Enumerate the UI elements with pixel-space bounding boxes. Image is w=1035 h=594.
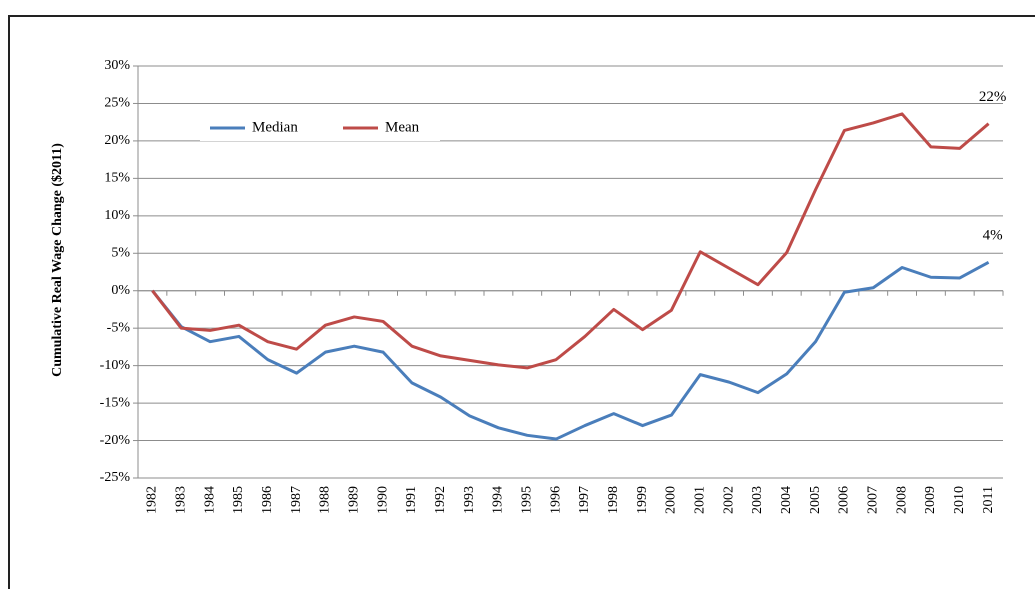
- x-tick-label: 1983: [173, 486, 188, 514]
- legend-label: Mean: [385, 119, 420, 135]
- y-tick-label: 15%: [104, 171, 130, 186]
- y-tick-label: -15%: [100, 395, 131, 410]
- legend-label: Median: [252, 119, 298, 135]
- x-tick-label: 1993: [462, 486, 477, 514]
- x-tick-label: 2004: [779, 486, 794, 514]
- x-tick-label: 1995: [519, 486, 534, 514]
- x-tick-label: 2006: [837, 486, 852, 514]
- y-tick-label: -25%: [100, 470, 131, 485]
- y-tick-label: 5%: [111, 245, 130, 260]
- x-tick-label: 1990: [375, 486, 390, 514]
- x-tick-label: 2000: [664, 486, 679, 514]
- legend: Median Mean: [200, 115, 440, 141]
- x-tick-label: 2005: [808, 486, 823, 514]
- y-tick-label: -20%: [100, 433, 131, 448]
- x-tick-label: 2002: [721, 486, 736, 514]
- x-tick-label: 1998: [606, 486, 621, 514]
- x-tick-label: 2003: [750, 486, 765, 514]
- y-tick-label: 25%: [104, 96, 130, 111]
- x-tick-label: 2010: [952, 486, 967, 514]
- x-tick-label: 1982: [145, 486, 160, 514]
- y-tick-label: -5%: [107, 320, 131, 335]
- x-tick-label: 1986: [260, 486, 275, 514]
- x-tick-label: 1984: [202, 486, 217, 514]
- x-tick-label: 2009: [923, 486, 938, 514]
- x-tick-label: 1992: [433, 486, 448, 514]
- x-tick-label: 1996: [548, 486, 563, 514]
- x-tick-label: 1991: [404, 486, 419, 514]
- x-tick-label: 2008: [894, 486, 909, 514]
- frame: [8, 15, 1035, 594]
- x-tick-label: 1997: [577, 486, 592, 514]
- line-series: [151, 260, 990, 441]
- x-tick-label: 1999: [635, 486, 650, 514]
- x-tick-label: 1989: [346, 486, 361, 514]
- y-tick-label: 20%: [104, 133, 130, 148]
- y-tick-label: -10%: [100, 358, 131, 373]
- annotation: 22%: [979, 89, 1007, 105]
- annotation: 4%: [983, 228, 1003, 244]
- y-axis-title: Cumulative Real Wage Change ($2011): [50, 143, 65, 377]
- line-series: [151, 112, 990, 370]
- y-tick-label: 10%: [104, 208, 130, 223]
- x-tick-label: 1985: [231, 486, 246, 514]
- x-tick-label: 1994: [491, 486, 506, 514]
- x-tick-label: 2011: [981, 486, 996, 513]
- x-tick-label: 1987: [289, 486, 304, 514]
- x-tick-label: 2007: [865, 486, 880, 514]
- y-tick-label: 0%: [111, 283, 130, 298]
- x-tick-label: 1988: [318, 486, 333, 514]
- y-tick-label: 30%: [104, 58, 130, 73]
- x-tick-label: 2001: [692, 486, 707, 514]
